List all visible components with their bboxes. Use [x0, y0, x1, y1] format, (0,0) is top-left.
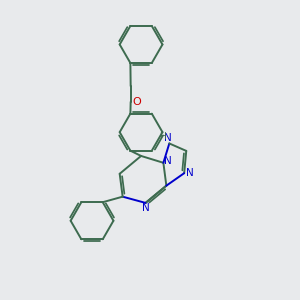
- Text: N: N: [164, 134, 172, 143]
- Text: H: H: [159, 131, 166, 140]
- Text: O: O: [133, 97, 141, 107]
- Text: N: N: [142, 203, 149, 213]
- Text: N: N: [164, 156, 171, 166]
- Text: N: N: [186, 168, 194, 178]
